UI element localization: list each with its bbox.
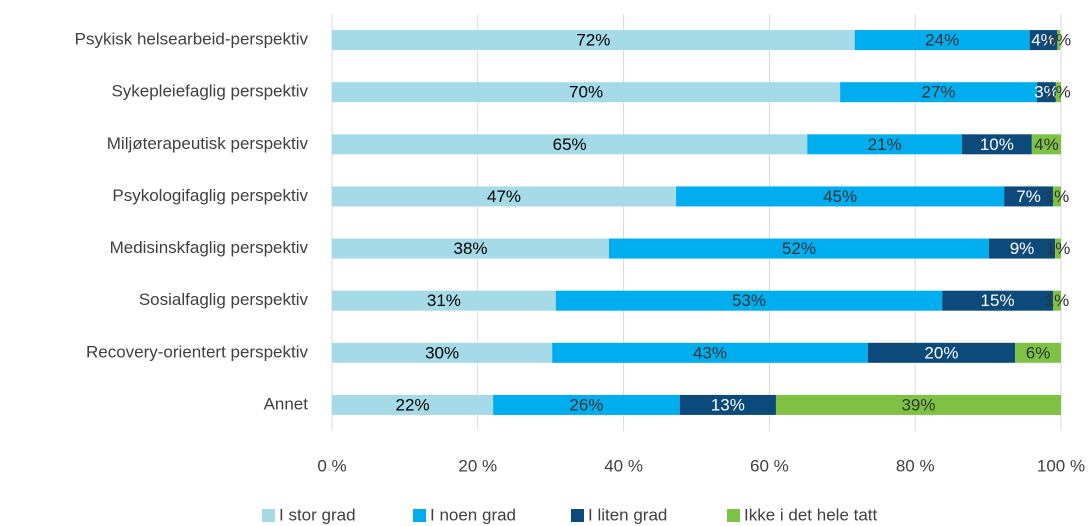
legend-label: I liten grad (588, 505, 667, 524)
bar-segment (1055, 238, 1061, 259)
category-label: Sosialfaglig perspektiv (139, 290, 309, 309)
x-tick-label: 80 % (896, 456, 935, 475)
bar-segment (942, 290, 1053, 311)
bar-segment (609, 238, 989, 259)
data-label: 27% (922, 83, 956, 102)
bar-segment (1015, 342, 1061, 363)
bar-segment (854, 30, 1030, 51)
data-label: 0% (1047, 31, 1072, 50)
bar-segment (1057, 30, 1061, 51)
x-tick-label: 100 % (1037, 456, 1085, 475)
data-label: 43% (693, 343, 727, 362)
category-label: Psykisk helsearbeid-perspektiv (75, 30, 309, 49)
bar-segment (1036, 82, 1056, 103)
bar-segment (555, 290, 943, 311)
data-label: 53% (732, 291, 766, 310)
data-label: 26% (569, 395, 603, 414)
bar-segment (867, 342, 1016, 363)
bar-segment (493, 394, 680, 415)
bar-segment (1055, 82, 1061, 103)
data-label: 20% (924, 343, 958, 362)
bar-segment (807, 134, 962, 155)
data-label: 21% (868, 135, 902, 154)
data-label: 65% (553, 135, 587, 154)
bar-segment (332, 394, 494, 415)
data-label: 3% (1034, 83, 1059, 102)
bar-segment (332, 186, 677, 207)
data-label: 10% (980, 135, 1014, 154)
bar-segment (679, 394, 776, 415)
data-label: 6% (1026, 343, 1051, 362)
bar-segment (332, 82, 841, 103)
bar-segment (332, 30, 855, 51)
data-label: 52% (782, 239, 816, 258)
category-label: Annet (264, 394, 309, 413)
category-label: Medisinskfaglig perspektiv (110, 238, 309, 257)
bar-segment (552, 342, 868, 363)
legend-label: Ikke i det hele tatt (744, 505, 878, 524)
data-label: 13% (711, 395, 745, 414)
bar-segment (1052, 186, 1061, 207)
legend-swatch (262, 509, 275, 522)
bar-segment (1029, 30, 1058, 51)
data-label: 4% (1034, 135, 1059, 154)
x-tick-label: 60 % (750, 456, 789, 475)
bar-segment (775, 394, 1061, 415)
data-label: 4% (1031, 31, 1056, 50)
bar-segment (332, 134, 808, 155)
bar-segment (1031, 134, 1061, 155)
data-label: 30% (425, 343, 459, 362)
category-label: Recovery-orientert perspektiv (86, 342, 309, 361)
data-label: 70% (569, 83, 603, 102)
legend-swatch (413, 509, 426, 522)
bar-segment (840, 82, 1037, 103)
data-label: 24% (925, 31, 959, 50)
data-label: 1% (1045, 291, 1070, 310)
x-tick-label: 20 % (458, 456, 497, 475)
data-label: 47% (487, 187, 521, 206)
data-label: 1% (1046, 83, 1071, 102)
data-label: 22% (396, 395, 430, 414)
bar-segment (988, 238, 1056, 259)
legend-label: I noen grad (430, 505, 516, 524)
data-label: 9% (1010, 239, 1035, 258)
data-label: 1% (1045, 187, 1070, 206)
bar-segment (332, 342, 553, 363)
data-label: 72% (576, 31, 610, 50)
data-label: 31% (427, 291, 461, 310)
legend-label: I stor grad (279, 505, 356, 524)
bar-segment (1052, 290, 1061, 311)
legend-swatch (727, 509, 740, 522)
data-label: 7% (1016, 187, 1041, 206)
bar-segment (332, 290, 556, 311)
bar-segment (1004, 186, 1053, 207)
data-label: 1% (1046, 239, 1071, 258)
data-label: 38% (453, 239, 487, 258)
data-label: 39% (901, 395, 935, 414)
data-label: 45% (823, 187, 857, 206)
bar-segment (332, 238, 610, 259)
legend-swatch (571, 509, 584, 522)
bar-segment (961, 134, 1032, 155)
x-tick-label: 0 % (317, 456, 346, 475)
data-label: 15% (981, 291, 1015, 310)
category-label: Psykologifaglig perspektiv (112, 186, 308, 205)
x-tick-label: 40 % (604, 456, 643, 475)
category-label: Miljøterapeutisk perspektiv (107, 134, 309, 153)
category-label: Sykepleiefaglig perspektiv (111, 82, 308, 101)
bar-segment (676, 186, 1005, 207)
